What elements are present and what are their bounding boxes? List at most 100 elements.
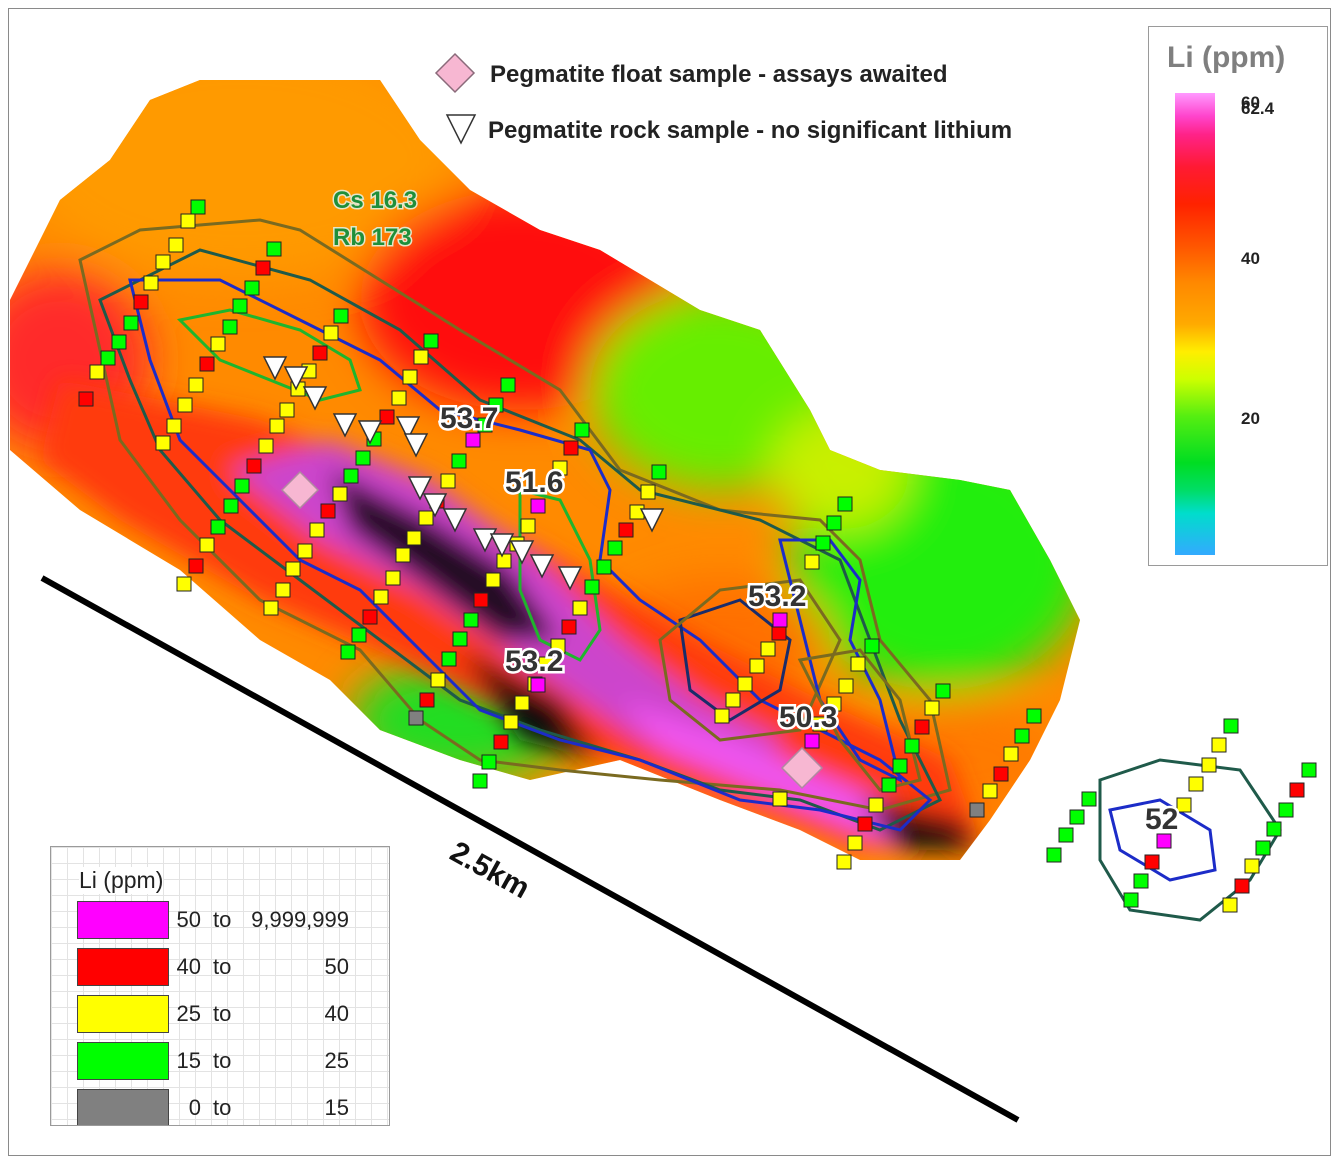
sample-square xyxy=(749,658,765,674)
sample-square xyxy=(914,719,930,735)
sample-square xyxy=(892,758,908,774)
scale-tick-20: 20 xyxy=(1241,409,1260,428)
sample-square xyxy=(538,656,554,672)
class-to: 50 xyxy=(324,954,349,979)
sample-square xyxy=(430,672,446,688)
rock-sample-triangle xyxy=(407,476,433,501)
sample-square xyxy=(199,356,215,372)
sample-square xyxy=(258,438,274,454)
class-to: 40 xyxy=(324,1001,349,1026)
rock-sample-triangle xyxy=(283,366,309,391)
sample-square xyxy=(275,582,291,598)
sample-square xyxy=(473,592,489,608)
sample-square xyxy=(244,280,260,296)
rock-sample-triangle xyxy=(302,386,328,411)
sample-square xyxy=(423,333,439,349)
class-legend: Li (ppm) 50 to 9,999,999 40 to 50 25 to … xyxy=(50,846,390,1126)
sample-square xyxy=(222,319,238,335)
sample-square xyxy=(418,510,434,526)
sample-square xyxy=(804,554,820,570)
sample-square xyxy=(413,349,429,365)
sample-square xyxy=(1058,827,1074,843)
rock-sample-triangle xyxy=(395,416,421,441)
sample-square xyxy=(78,391,94,407)
sample-square xyxy=(607,540,623,556)
symbol-legend: Pegmatite float sample - assays awaited … xyxy=(434,52,1012,145)
sample-square xyxy=(572,600,588,616)
sample-square xyxy=(395,547,411,563)
sample-square xyxy=(561,619,577,635)
sample-square xyxy=(379,409,395,425)
value-label-2: 51.6 xyxy=(505,466,563,499)
value-label-1: 53.7 xyxy=(440,402,498,435)
sample-square xyxy=(1234,878,1250,894)
sample-square xyxy=(584,579,600,595)
sample-square xyxy=(838,678,854,694)
sample-square xyxy=(355,450,371,466)
class-row: 40 to 50 xyxy=(77,948,377,990)
value-label-5: 50.3 xyxy=(779,701,837,734)
sample-square xyxy=(1026,708,1042,724)
sample-square xyxy=(1133,873,1149,889)
sample-square xyxy=(333,308,349,324)
sample-square xyxy=(168,237,184,253)
sample-square xyxy=(812,716,828,732)
sample-square xyxy=(493,734,509,750)
sample-high-2 xyxy=(530,498,546,514)
sample-square xyxy=(1266,821,1282,837)
sample-square xyxy=(279,402,295,418)
sample-high-4 xyxy=(530,677,546,693)
sample-square xyxy=(1123,892,1139,908)
sample-square xyxy=(574,422,590,438)
sample-square xyxy=(1144,854,1160,870)
sample-square xyxy=(332,486,348,502)
class-from: 25 xyxy=(176,1001,201,1026)
sample-square xyxy=(815,535,831,551)
sample-square xyxy=(1255,840,1271,856)
sample-square xyxy=(180,213,196,229)
contour-brown-2 xyxy=(658,578,842,742)
rock-sample-triangle xyxy=(489,533,515,558)
sample-square xyxy=(246,458,262,474)
class-swatch xyxy=(77,901,169,939)
sample-square xyxy=(1222,897,1238,913)
sample-square xyxy=(188,377,204,393)
sample-square xyxy=(210,336,226,352)
sample-square xyxy=(343,468,359,484)
color-scale-bar xyxy=(1175,93,1215,555)
rock-sample-triangle xyxy=(509,540,535,565)
sample-square xyxy=(463,612,479,628)
sample-square xyxy=(837,496,853,512)
class-row: 15 to 25 xyxy=(77,1042,377,1084)
scale-tick-60: 60 xyxy=(1241,93,1260,112)
class-from: 40 xyxy=(176,954,201,979)
sample-square xyxy=(232,298,248,314)
class-row: 0 to 15 xyxy=(77,1089,377,1125)
sample-points xyxy=(78,199,1317,913)
sample-square xyxy=(323,325,339,341)
class-to-word: to xyxy=(213,954,232,979)
rock-sample-triangle xyxy=(639,508,665,533)
class-from: 15 xyxy=(176,1048,201,1073)
rock-sample-triangle xyxy=(422,493,448,518)
sample-square xyxy=(651,464,667,480)
sample-square xyxy=(904,738,920,754)
sample-square xyxy=(285,561,301,577)
sample-square xyxy=(362,609,378,625)
class-row: 50 to 9,999,999 xyxy=(77,901,377,943)
sample-high-3 xyxy=(772,612,788,628)
contour-green-2 xyxy=(518,488,602,662)
sample-square xyxy=(452,631,468,647)
sample-square xyxy=(1014,728,1030,744)
sample-square xyxy=(760,641,776,657)
rock-sample-triangles xyxy=(262,356,665,591)
sample-square xyxy=(234,478,250,494)
sample-square xyxy=(440,473,456,489)
sample-square xyxy=(190,199,206,215)
sample-square xyxy=(1069,809,1085,825)
sample-square xyxy=(618,522,634,538)
sample-square xyxy=(982,783,998,799)
sample-square xyxy=(441,651,457,667)
sample-square xyxy=(255,260,271,276)
